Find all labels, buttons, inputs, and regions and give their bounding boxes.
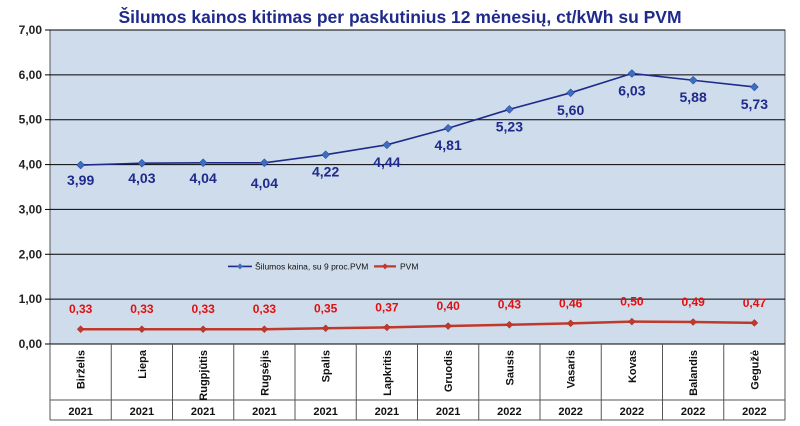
data-point-pvm — [750, 319, 759, 327]
data-point-pvm — [138, 325, 146, 334]
y-tick-label: 6,00 — [19, 68, 43, 82]
data-point-pvm — [444, 322, 452, 330]
data-label-silumos-kaina: 5,23 — [496, 118, 523, 134]
data-label-silumos-kaina: 4,04 — [190, 170, 217, 186]
legend-label-pvm: PVM — [400, 261, 418, 271]
series-line-silumos-kaina — [80, 72, 755, 166]
y-tick-label: 7,00 — [19, 23, 43, 37]
data-point-pvm — [383, 323, 391, 332]
x-category-label: Sausis — [504, 350, 516, 385]
data-label-silumos-kaina: 5,88 — [680, 89, 707, 105]
x-year-label: 2021 — [375, 406, 399, 418]
data-label-silumos-kaina: 4,44 — [373, 154, 400, 170]
data-point-pvm — [199, 325, 207, 334]
data-point-silumos-kaina — [505, 105, 514, 114]
series-line-pvm — [80, 320, 755, 331]
data-point-pvm — [76, 325, 85, 334]
data-label-silumos-kaina: 4,03 — [128, 170, 155, 186]
x-year-label: 2021 — [130, 406, 154, 418]
data-label-pvm: 0,33 — [253, 302, 277, 316]
x-category-label: Vasaris — [566, 350, 578, 389]
x-year-label: 2022 — [497, 406, 521, 418]
data-label-pvm: 0,40 — [436, 299, 460, 313]
data-label-pvm: 0,33 — [191, 302, 215, 316]
x-category-label: Kovas — [627, 350, 639, 383]
y-tick-label: 4,00 — [19, 158, 43, 172]
data-label-pvm: 0,33 — [130, 302, 154, 316]
legend-marker-pvm — [382, 263, 388, 270]
data-label-pvm: 0,49 — [681, 295, 705, 309]
x-category-label: Rugsėjis — [259, 350, 271, 396]
y-tick-label: 3,00 — [19, 202, 43, 216]
x-year-label: 2022 — [742, 406, 766, 418]
data-point-pvm — [505, 320, 514, 329]
x-category-label: Gegužė — [749, 350, 761, 390]
data-label-pvm: 0,47 — [743, 296, 767, 310]
x-year-label: 2022 — [681, 406, 705, 418]
data-label-pvm: 0,37 — [375, 300, 399, 314]
data-point-silumos-kaina — [198, 158, 208, 168]
data-point-pvm — [260, 325, 269, 334]
x-category-label: Balandis — [688, 350, 700, 396]
data-point-pvm — [689, 318, 697, 326]
data-label-silumos-kaina: 3,99 — [67, 172, 94, 188]
data-point-silumos-kaina — [321, 150, 330, 160]
x-year-label: 2021 — [68, 406, 92, 418]
data-label-pvm: 0,43 — [498, 298, 522, 312]
data-point-silumos-kaina — [260, 158, 269, 168]
x-category-label: Birželis — [76, 350, 88, 389]
data-label-silumos-kaina: 6,03 — [618, 83, 645, 99]
data-point-silumos-kaina — [382, 140, 392, 150]
data-point-silumos-kaina — [137, 158, 147, 168]
x-year-label: 2021 — [191, 406, 215, 418]
plot-area — [49, 29, 786, 345]
data-label-pvm: 0,50 — [620, 295, 644, 309]
data-point-silumos-kaina — [566, 88, 575, 98]
y-tick-label: 2,00 — [19, 247, 43, 261]
data-label-pvm: 0,35 — [314, 301, 338, 315]
chart-title: Šilumos kainos kitimas per paskutinius 1… — [118, 6, 681, 27]
data-point-silumos-kaina — [76, 160, 85, 170]
data-point-silumos-kaina — [750, 82, 759, 92]
data-point-pvm — [566, 319, 575, 328]
x-year-label: 2021 — [436, 406, 460, 418]
data-label-silumos-kaina: 5,60 — [557, 102, 584, 118]
data-point-silumos-kaina — [443, 123, 453, 133]
data-label-silumos-kaina: 5,73 — [741, 96, 768, 112]
x-year-label: 2021 — [313, 406, 337, 418]
x-year-label: 2021 — [252, 406, 276, 418]
x-category-label: Gruodis — [443, 350, 455, 392]
x-category-label: Rugpjūtis — [198, 350, 210, 401]
legend-marker-silumos-kaina — [237, 263, 243, 270]
x-category-label: Lapkritis — [382, 350, 394, 396]
data-label-silumos-kaina: 4,81 — [435, 137, 462, 153]
data-point-pvm — [628, 317, 636, 326]
legend-label-silumos-kaina: Šilumos kaina, su 9 proc.PVM — [255, 261, 368, 271]
x-year-label: 2022 — [620, 406, 644, 418]
data-point-silumos-kaina — [627, 69, 637, 78]
data-label-pvm: 0,46 — [559, 296, 583, 310]
data-point-pvm — [321, 324, 330, 333]
data-label-silumos-kaina: 4,22 — [312, 164, 339, 180]
data-label-pvm: 0,33 — [69, 302, 93, 316]
x-category-label: Liepa — [137, 349, 149, 379]
data-point-silumos-kaina — [688, 75, 698, 85]
data-label-silumos-kaina: 4,04 — [251, 175, 278, 191]
y-tick-label: 1,00 — [19, 292, 43, 306]
y-tick-label: 5,00 — [19, 113, 43, 127]
y-tick-label: 0,00 — [19, 337, 43, 351]
x-category-label: Spalis — [321, 350, 333, 382]
x-year-label: 2022 — [558, 406, 582, 418]
